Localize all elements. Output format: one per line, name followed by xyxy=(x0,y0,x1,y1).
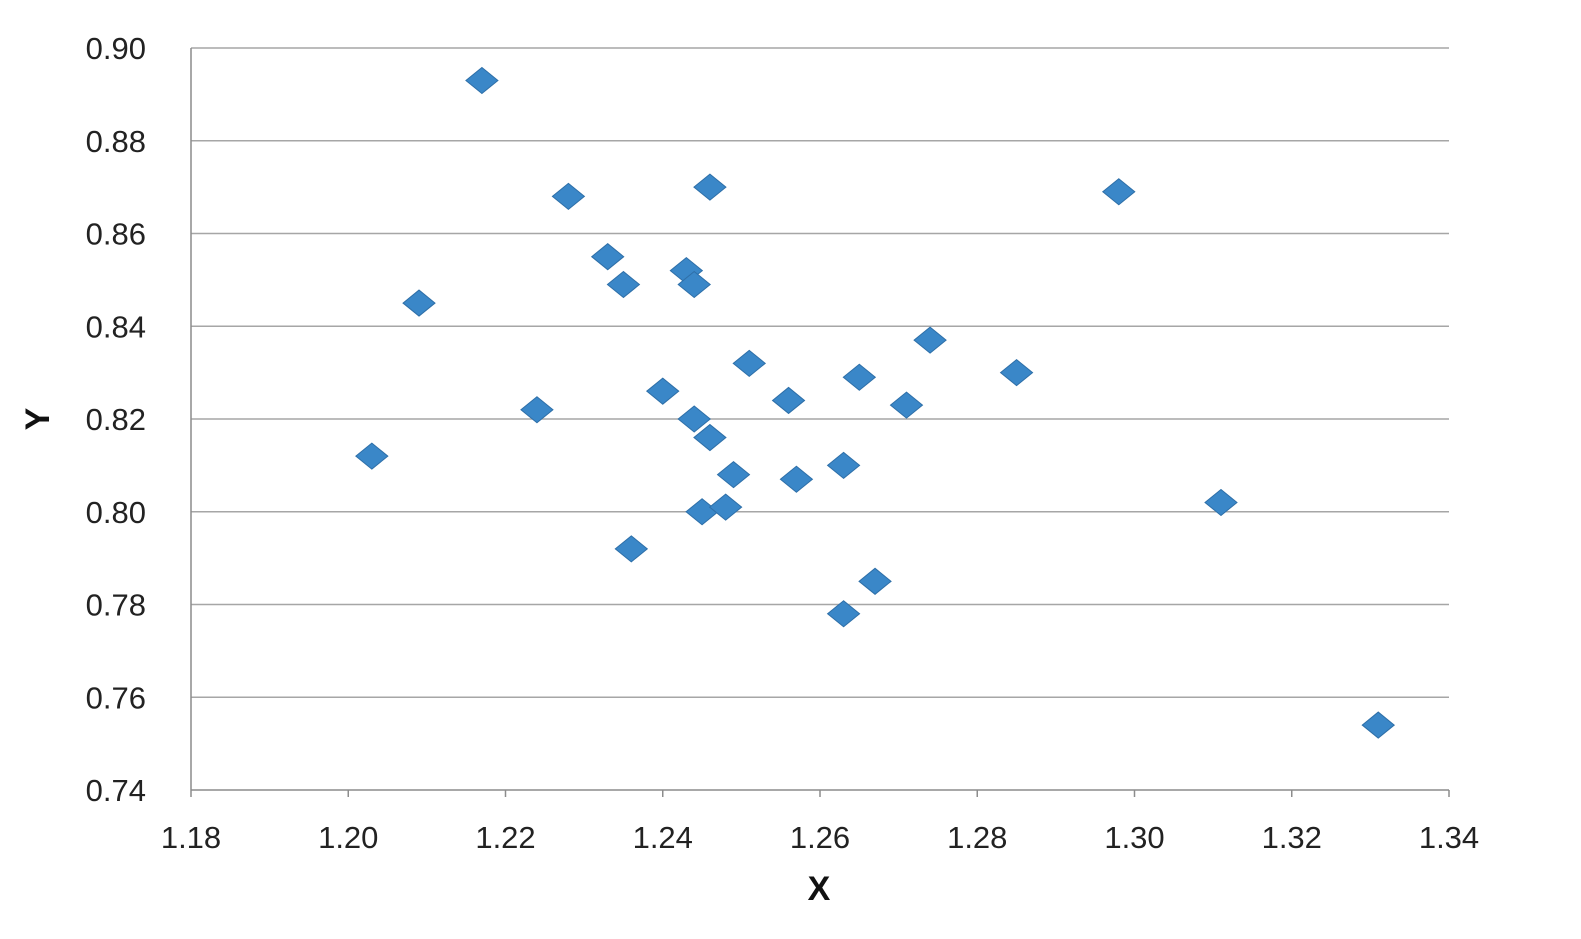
data-point xyxy=(716,461,751,489)
data-point xyxy=(1361,711,1396,739)
x-tick-label: 1.30 xyxy=(1104,820,1164,855)
y-tick-label: 0.90 xyxy=(86,31,146,66)
x-tick-label: 1.26 xyxy=(790,820,850,855)
y-tick-label: 0.82 xyxy=(86,402,146,437)
data-points xyxy=(355,66,1396,739)
data-point xyxy=(402,289,436,317)
x-tick-label: 1.28 xyxy=(947,820,1007,855)
gridlines xyxy=(191,47,1449,698)
data-point xyxy=(465,66,499,95)
data-point xyxy=(645,377,680,405)
y-tick-label: 0.80 xyxy=(86,495,146,530)
data-point xyxy=(685,498,719,526)
x-axis-tick-labels: 1.18 1.20 1.22 1.24 1.26 1.28 1.30 1.32 1.34 xyxy=(161,820,1479,855)
x-tick-label: 1.22 xyxy=(475,820,535,855)
y-tick-label: 0.74 xyxy=(86,773,146,808)
x-tick-label: 1.32 xyxy=(1262,820,1322,855)
data-point xyxy=(826,600,861,628)
data-point xyxy=(779,465,814,493)
data-point xyxy=(1101,178,1136,206)
data-point xyxy=(889,391,924,419)
y-tick-label: 0.76 xyxy=(86,680,146,715)
data-point xyxy=(551,182,586,211)
y-axis-tick-labels: 0.74 0.76 0.78 0.80 0.82 0.84 0.86 0.88 0.90 xyxy=(86,31,146,808)
x-tick-label: 1.34 xyxy=(1419,820,1479,855)
y-axis-title: Y xyxy=(19,407,57,430)
x-tick-label: 1.20 xyxy=(318,820,378,855)
data-point xyxy=(771,386,806,415)
x-tick-label: 1.18 xyxy=(161,820,221,855)
x-tick-label: 1.24 xyxy=(633,820,693,855)
data-point xyxy=(606,270,641,299)
data-point xyxy=(826,451,861,480)
data-point xyxy=(732,349,767,377)
data-point xyxy=(708,493,743,521)
data-point xyxy=(913,326,947,354)
axes xyxy=(190,48,1450,797)
data-point xyxy=(355,442,389,470)
y-tick-label: 0.78 xyxy=(86,588,146,623)
x-axis-title: X xyxy=(808,870,831,908)
data-point xyxy=(842,363,877,391)
data-point xyxy=(693,173,727,201)
data-point xyxy=(677,270,711,299)
data-point xyxy=(693,423,727,452)
data-point xyxy=(1204,488,1238,517)
y-tick-label: 0.84 xyxy=(86,309,146,344)
data-point xyxy=(858,567,892,595)
data-point xyxy=(590,243,625,271)
data-point xyxy=(999,358,1034,387)
data-point xyxy=(677,405,711,433)
y-tick-label: 0.88 xyxy=(86,124,146,159)
data-point xyxy=(520,396,554,424)
data-point xyxy=(614,535,649,563)
y-tick-label: 0.86 xyxy=(86,217,146,252)
